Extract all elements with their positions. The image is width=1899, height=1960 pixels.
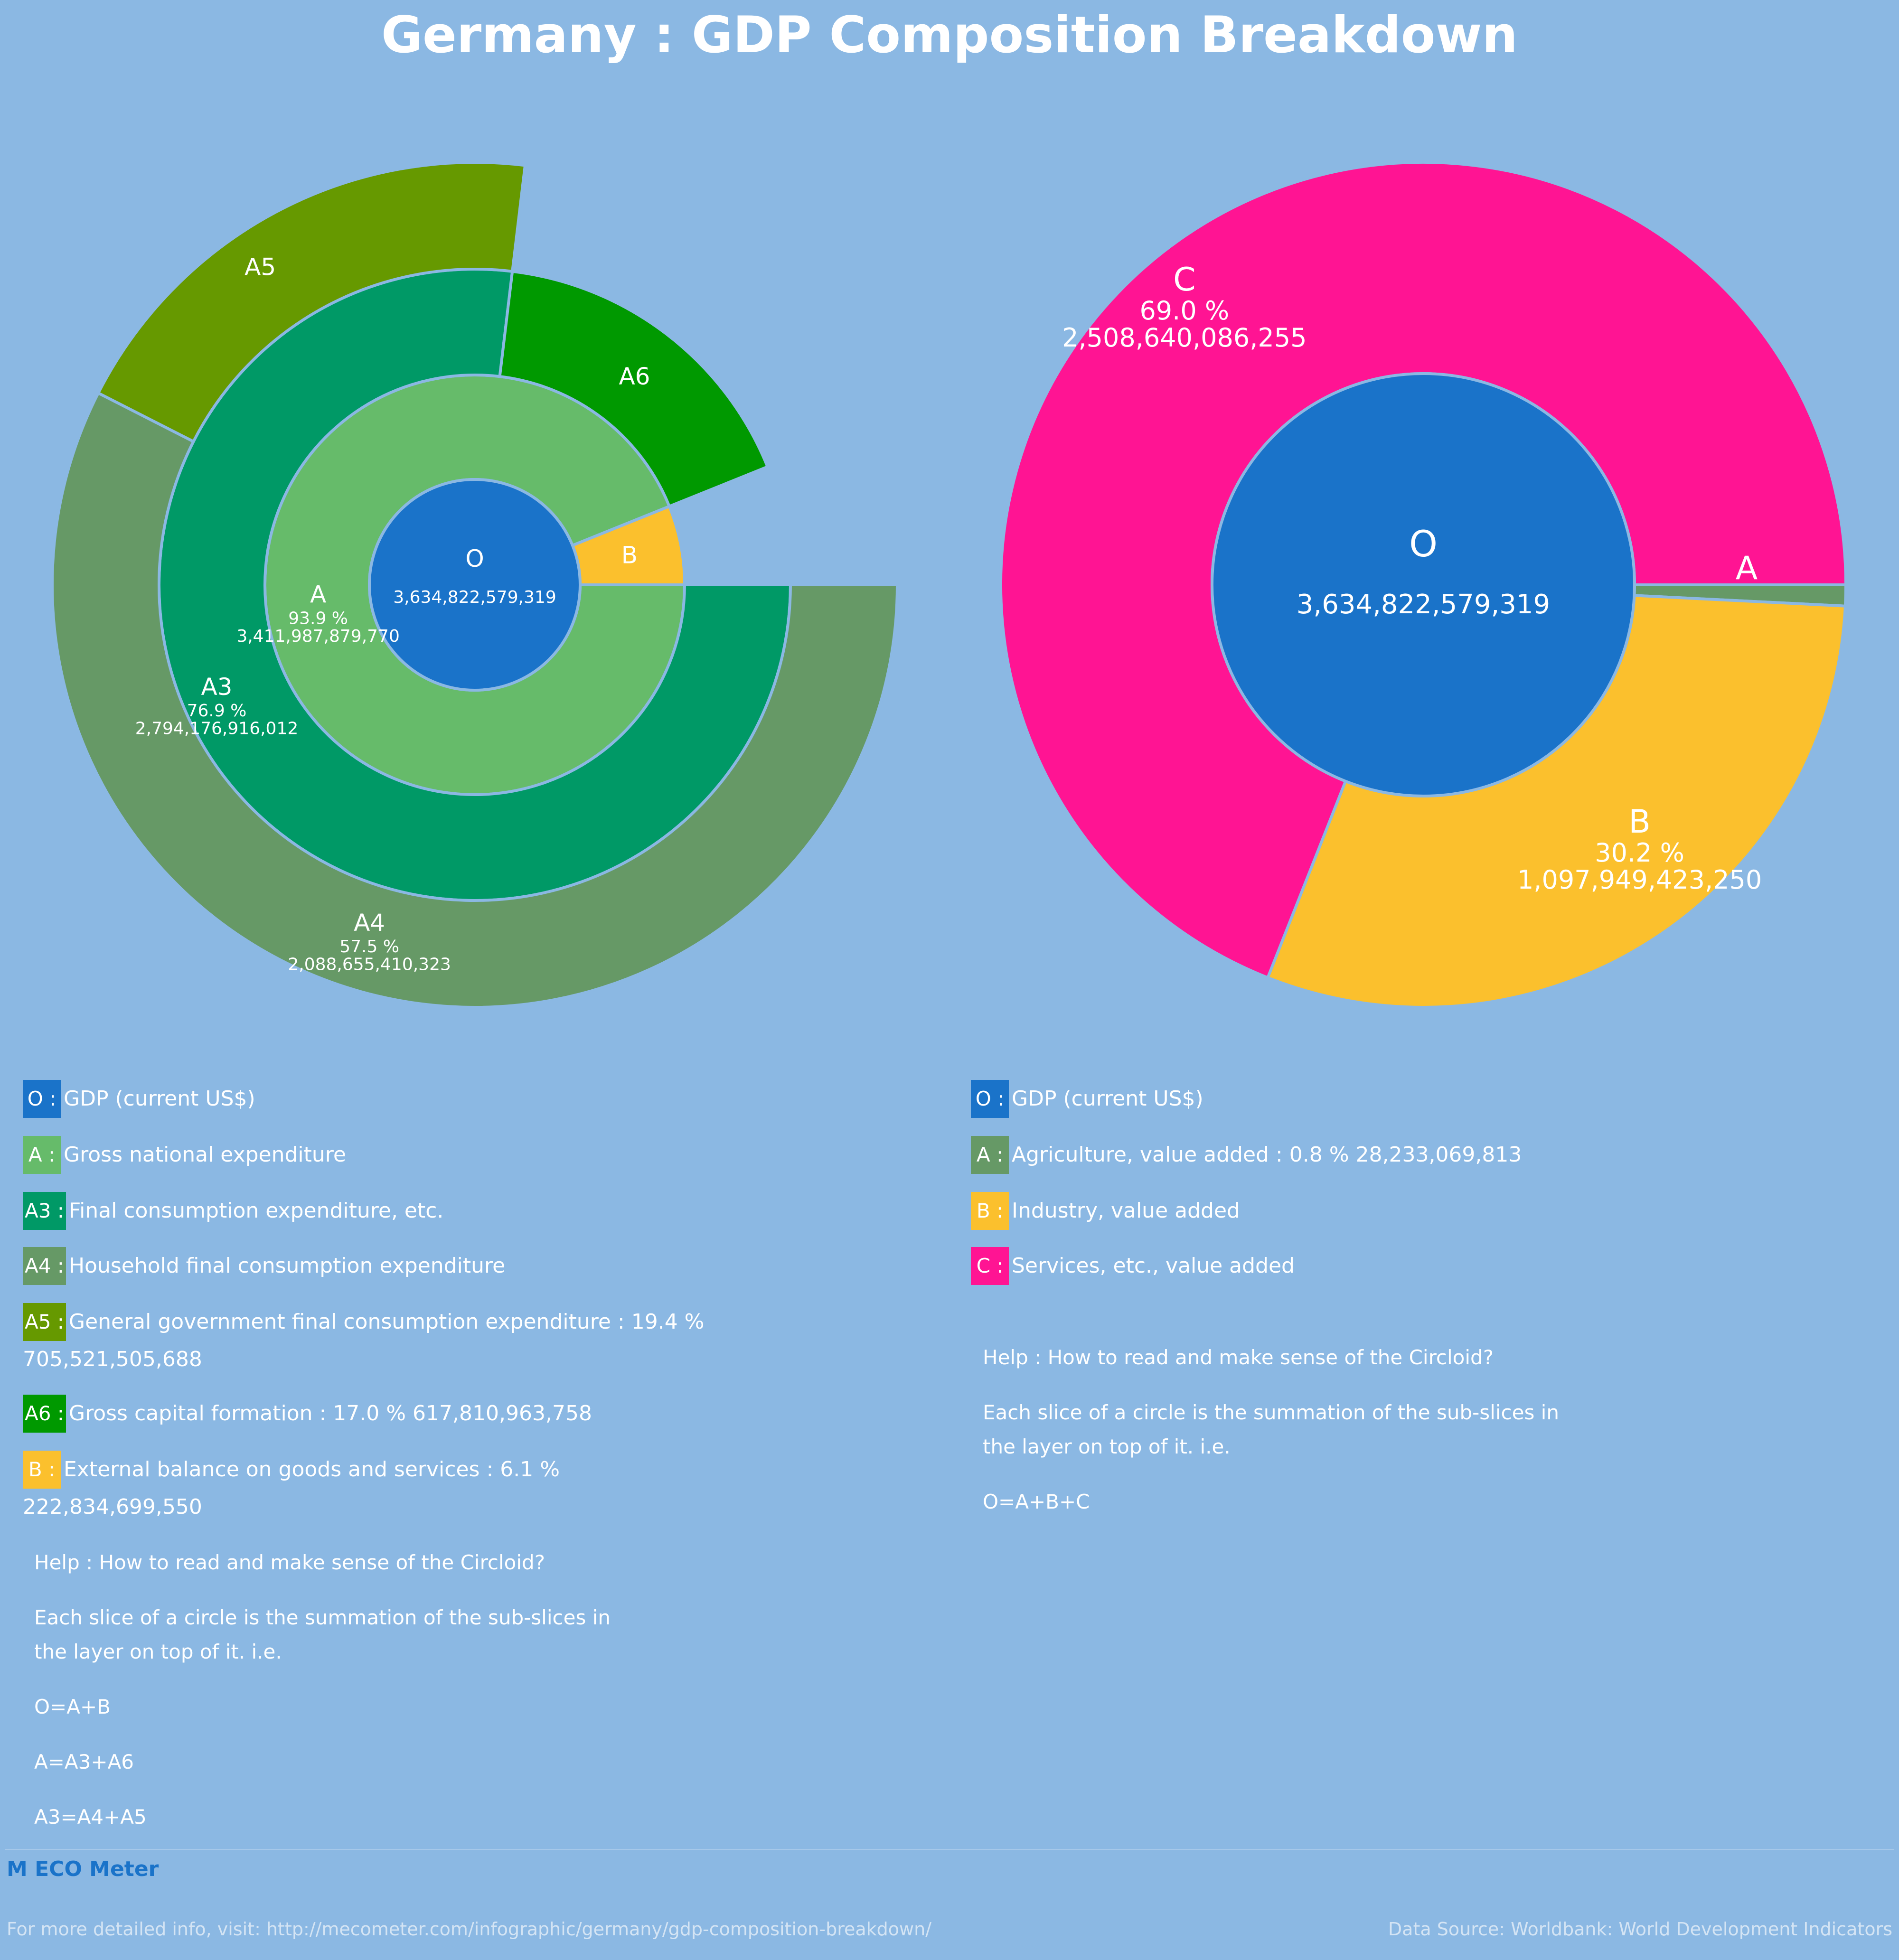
help-heading: Help : How to read and make sense of the… bbox=[983, 1346, 1494, 1369]
legend-swatch: A : bbox=[971, 1136, 1009, 1174]
legend-swatch: B : bbox=[971, 1192, 1009, 1230]
help-body-line: the layer on top of it. i.e. bbox=[983, 1435, 1231, 1458]
slice-value-a: 3,411,987,879,770 bbox=[236, 627, 400, 646]
center-value: 3,634,822,579,319 bbox=[393, 588, 556, 607]
slice-label-b: B bbox=[621, 541, 638, 569]
slice-value-a4: 2,088,655,410,323 bbox=[288, 955, 451, 975]
slice-label-b: B bbox=[1628, 803, 1651, 841]
footer-source-link[interactable]: For more detailed info, visit: http://me… bbox=[7, 1919, 932, 1940]
center-label: O bbox=[465, 545, 484, 572]
legend-item-o: O : GDP (current US$) bbox=[971, 1080, 1692, 1118]
legend-swatch: O : bbox=[23, 1080, 61, 1118]
slice-a4[interactable] bbox=[51, 391, 899, 1009]
legend-item-a: A : Agriculture, value added : 0.8 % 28,2… bbox=[971, 1136, 1692, 1174]
slice-label-a4: A4 bbox=[354, 909, 385, 937]
help-heading: Help : How to read and make sense of the… bbox=[34, 1551, 545, 1574]
slice-percent-a3: 76.9 % bbox=[187, 701, 247, 721]
center-value: 3,634,822,579,319 bbox=[1297, 589, 1550, 620]
slice-percent-c: 69.0 % bbox=[1139, 296, 1229, 326]
footer-divider bbox=[5, 1849, 1894, 1850]
slice-label-a: A bbox=[310, 581, 326, 608]
page-title: Germany : GDP Composition Breakdown bbox=[381, 6, 1518, 64]
slice-label-c: C bbox=[1173, 261, 1195, 299]
slice-label-a6: A6 bbox=[619, 363, 650, 390]
help-formula: A=A3+A6 bbox=[34, 1750, 134, 1773]
center-slice-o[interactable] bbox=[1211, 372, 1636, 797]
slice-label-a: A bbox=[1736, 550, 1758, 587]
legend-swatch: A5 : bbox=[23, 1303, 66, 1341]
slice-value-a3: 2,794,176,916,012 bbox=[135, 719, 299, 739]
slice-label-a3: A3 bbox=[201, 673, 232, 701]
legend-right: O : GDP (current US$) A : Agriculture, valu… bbox=[971, 1080, 1711, 1285]
footer-data-source: Data Source: Worldbank: World Developmen… bbox=[1388, 1919, 1892, 1940]
legend-item-a3: A3 : Final consumption expenditure, etc. bbox=[23, 1192, 744, 1230]
center-label: O bbox=[1409, 523, 1438, 565]
slice-a6[interactable] bbox=[498, 270, 770, 508]
legend-swatch: A : bbox=[23, 1136, 61, 1174]
legend-item-o: O : GDP (current US$) bbox=[23, 1080, 744, 1118]
slice-value-c: 2,508,640,086,255 bbox=[1062, 323, 1307, 353]
legend-item-a: A : Gross national expenditure bbox=[23, 1136, 744, 1174]
legend-label: External balance on goods and services :… bbox=[23, 1457, 560, 1519]
legend-item-a6: A6 : Gross capital formation : 17.0 % 617… bbox=[23, 1395, 744, 1433]
legend-label: GDP (current US$) bbox=[64, 1087, 255, 1111]
slice-percent-a4: 57.5 % bbox=[339, 937, 399, 957]
legend-item-b: B : External balance on goods and service… bbox=[23, 1451, 744, 1525]
slice-label-a5: A5 bbox=[244, 253, 276, 281]
help-right: Help : How to read and make sense of the… bbox=[983, 1341, 1695, 1519]
legend-label: General government final consumption exp… bbox=[23, 1310, 705, 1371]
legend-label: Industry, value added bbox=[1012, 1199, 1240, 1223]
legend-item-a5: A5 : General government final consumption… bbox=[23, 1303, 744, 1377]
legend-swatch: B : bbox=[23, 1451, 61, 1489]
help-body-line: Each slice of a circle is the summation … bbox=[34, 1606, 611, 1629]
legend-left: O : GDP (current US$) A : Gross national ex… bbox=[23, 1080, 763, 1519]
help-body-line: Each slice of a circle is the summation … bbox=[983, 1401, 1559, 1424]
slice-value-b: 1,097,949,423,250 bbox=[1517, 865, 1762, 895]
mecometer-logo[interactable]: M ECO Meter bbox=[7, 1857, 159, 1881]
legend-label: Final consumption expenditure, etc. bbox=[68, 1199, 444, 1223]
legend-item-b: B : Industry, value added bbox=[971, 1192, 1692, 1230]
legend-swatch: A6 : bbox=[23, 1395, 66, 1433]
legend-label: Services, etc., value added bbox=[1012, 1254, 1295, 1278]
legend-label: Agriculture, value added : 0.8 % 28,233,… bbox=[1012, 1143, 1522, 1167]
legend-swatch: C : bbox=[971, 1247, 1009, 1285]
legend-label: Gross capital formation : 17.0 % 617,810… bbox=[68, 1401, 592, 1425]
circloid-chart-left: O 3,634,822,579,319 A93.9 %3,411,987,879,7… bbox=[51, 161, 899, 1009]
legend-item-c: C : Services, etc., value added bbox=[971, 1247, 1692, 1285]
help-left: Help : How to read and make sense of the… bbox=[34, 1546, 746, 1834]
legend-swatch: A4 : bbox=[23, 1247, 66, 1285]
slice-percent-a: 93.9 % bbox=[288, 609, 348, 628]
help-body-line: the layer on top of it. i.e. bbox=[34, 1640, 282, 1663]
help-formula: O=A+B bbox=[34, 1695, 111, 1718]
help-formula: O=A+B+C bbox=[983, 1490, 1090, 1513]
legend-swatch: O : bbox=[971, 1080, 1009, 1118]
legend-item-a4: A4 : Household final consumption expendit… bbox=[23, 1247, 744, 1285]
legend-label: Household final consumption expenditure bbox=[68, 1254, 506, 1278]
center-slice-o[interactable] bbox=[368, 478, 582, 692]
slice-percent-b: 30.2 % bbox=[1595, 838, 1684, 868]
circloid-chart-right: O 3,634,822,579,319 A B30.2 %1,097,949,423,… bbox=[999, 161, 1848, 1009]
legend-label: Gross national expenditure bbox=[64, 1143, 346, 1167]
slice-a5[interactable] bbox=[96, 161, 527, 444]
help-formula: A3=A4+A5 bbox=[34, 1805, 147, 1829]
legend-label: GDP (current US$) bbox=[1012, 1087, 1203, 1111]
legend-swatch: A3 : bbox=[23, 1192, 66, 1230]
